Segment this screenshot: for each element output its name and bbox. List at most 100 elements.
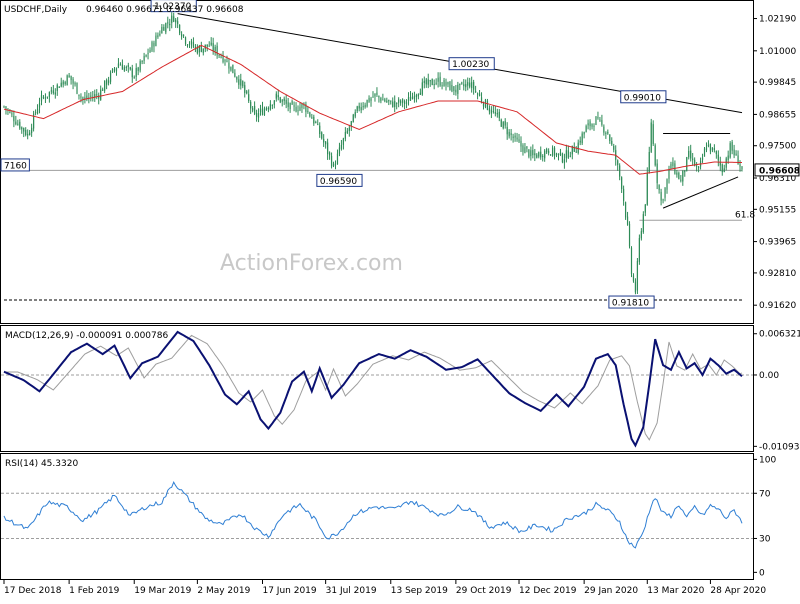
candle-body [151, 42, 153, 51]
candle-body [392, 101, 394, 107]
candle-body [192, 42, 195, 47]
candle-body [536, 154, 538, 158]
candle-body [271, 104, 273, 106]
candle-body [86, 95, 88, 99]
candle-body [246, 91, 248, 94]
candle-body [232, 64, 234, 74]
candle-body [236, 76, 238, 80]
candle-body [76, 82, 78, 94]
candle-body [261, 107, 264, 115]
candle-body [670, 164, 672, 169]
candle-body [623, 188, 625, 201]
candle-body [25, 129, 27, 135]
candle-body [498, 111, 500, 119]
candle-body [561, 153, 564, 163]
candle-body [731, 141, 733, 151]
candle-body [210, 42, 212, 45]
candle-body [177, 21, 179, 24]
candle-body [382, 99, 384, 101]
candle-body [58, 86, 60, 88]
candle-body [267, 107, 270, 110]
candle-body [433, 83, 435, 86]
candle-body [36, 108, 39, 114]
candle-body [577, 142, 579, 153]
macd-tick-label: -0.010939 [759, 442, 800, 452]
candle-body [297, 110, 299, 112]
candle-body [230, 66, 232, 71]
candle-body [334, 164, 337, 166]
candle-body [323, 138, 325, 143]
candle-body [70, 75, 72, 81]
ohlc-readout: 0.96460 0.96671 0.96437 0.96608 [86, 5, 244, 15]
candle-body [74, 83, 76, 85]
candle-body [407, 96, 410, 101]
candle-body [530, 150, 532, 157]
candle-body [390, 100, 392, 102]
candle-body [380, 97, 382, 102]
candle-body [717, 154, 719, 161]
macd-label: MACD(12,26,9) -0.000091 0.000786 [5, 331, 168, 341]
candle-body [5, 106, 7, 110]
candle-body [370, 98, 372, 101]
candle-body [321, 132, 323, 139]
macd-panel-frame [0, 325, 754, 452]
candle-body [613, 145, 615, 150]
candle-body [520, 140, 522, 147]
candle-body [111, 68, 114, 73]
candle-body [240, 79, 242, 86]
candle-body [90, 95, 92, 97]
candle-body [591, 123, 593, 127]
candle-body [502, 121, 504, 129]
candle-body [419, 92, 421, 95]
candle-body [234, 72, 236, 77]
candle-body [451, 84, 453, 92]
candle-body [733, 149, 735, 156]
candle-body [46, 96, 49, 98]
x-tick-label: 2 May 2019 [197, 586, 250, 596]
x-tick-label: 13 Mar 2020 [647, 586, 704, 596]
candle-body [476, 93, 479, 95]
candle-body [644, 204, 646, 213]
candle-body [701, 157, 704, 160]
annotation-box-5 [608, 295, 655, 309]
candle-body [259, 108, 262, 113]
candle-body [636, 261, 639, 291]
candle-body [486, 100, 489, 110]
candle-body [682, 170, 684, 182]
candle-body [226, 60, 228, 62]
candle-body [475, 91, 477, 93]
candle-body [447, 82, 449, 85]
candle-body [179, 24, 181, 34]
candle-body [254, 105, 256, 114]
candle-body [423, 80, 425, 83]
candle-body [692, 158, 694, 160]
candle-body [145, 54, 147, 57]
candle-body [34, 112, 37, 114]
candle-body [107, 80, 110, 84]
candle-body [719, 162, 721, 166]
candle-body [40, 95, 43, 102]
candle-body [463, 84, 465, 87]
candle-body [80, 96, 82, 98]
candle-body [725, 158, 727, 168]
candle-body [273, 100, 275, 105]
candle-body [190, 41, 193, 45]
candle-body [198, 46, 200, 53]
candle-body [255, 113, 258, 117]
candle-body [676, 172, 678, 175]
annotation-label-5: 0.91810 [612, 299, 649, 309]
candle-body [709, 143, 712, 152]
candle-body [696, 165, 698, 167]
candle-body [15, 121, 17, 125]
candle-body [275, 93, 277, 99]
rsi-label: RSI(14) 45.3320 [5, 459, 78, 469]
candle-body [471, 82, 473, 89]
candle-body [646, 173, 648, 205]
candle-body [352, 114, 354, 123]
price-layer: 7160 1.02370 0.96590 1.00230 0.99010 0.91810 6… [0, 0, 755, 309]
macd-tick-label: 0.00 [759, 371, 779, 381]
candle-body [478, 93, 481, 97]
rsi-layer [1, 481, 753, 549]
candle-body [459, 83, 461, 85]
